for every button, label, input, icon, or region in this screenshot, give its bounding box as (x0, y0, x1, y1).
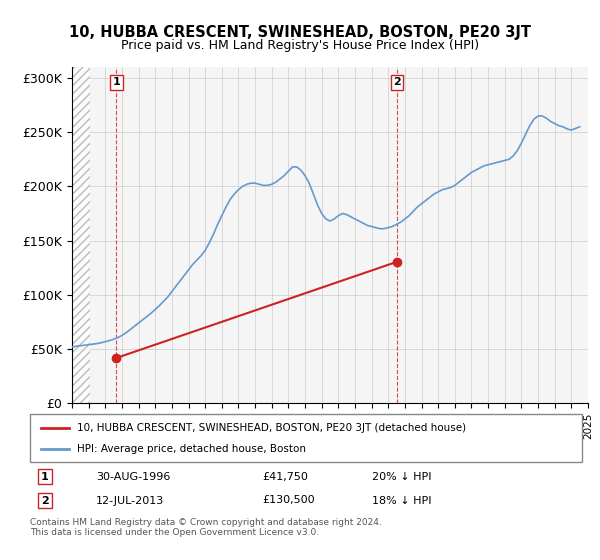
Text: £41,750: £41,750 (262, 472, 308, 482)
Text: Price paid vs. HM Land Registry's House Price Index (HPI): Price paid vs. HM Land Registry's House … (121, 39, 479, 52)
Text: 12-JUL-2013: 12-JUL-2013 (96, 496, 164, 506)
Text: 18% ↓ HPI: 18% ↓ HPI (372, 496, 432, 506)
Text: 10, HUBBA CRESCENT, SWINESHEAD, BOSTON, PE20 3JT (detached house): 10, HUBBA CRESCENT, SWINESHEAD, BOSTON, … (77, 423, 466, 433)
Text: 30-AUG-1996: 30-AUG-1996 (96, 472, 170, 482)
Text: 1: 1 (113, 77, 121, 87)
Text: HPI: Average price, detached house, Boston: HPI: Average price, detached house, Bost… (77, 444, 306, 454)
Text: £130,500: £130,500 (262, 496, 314, 506)
Text: 20% ↓ HPI: 20% ↓ HPI (372, 472, 432, 482)
Bar (72, 67, 91, 403)
Text: 10, HUBBA CRESCENT, SWINESHEAD, BOSTON, PE20 3JT: 10, HUBBA CRESCENT, SWINESHEAD, BOSTON, … (69, 25, 531, 40)
Text: 2: 2 (41, 496, 49, 506)
Text: Contains HM Land Registry data © Crown copyright and database right 2024.
This d: Contains HM Land Registry data © Crown c… (30, 518, 382, 538)
Text: 2: 2 (393, 77, 401, 87)
Text: 1: 1 (41, 472, 49, 482)
FancyBboxPatch shape (30, 414, 582, 462)
